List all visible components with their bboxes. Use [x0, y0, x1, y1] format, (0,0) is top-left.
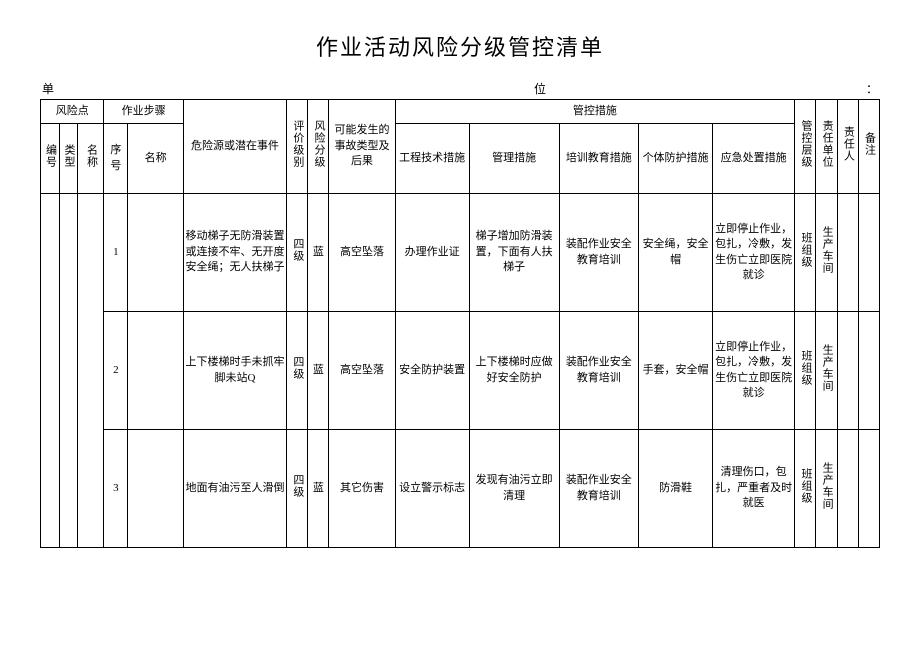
cell-unit: 生产车间 [816, 194, 837, 312]
hdr-train: 培训教育措施 [559, 124, 638, 194]
cell-remark [858, 194, 879, 312]
cell-train: 装配作业安全教育培训 [559, 430, 638, 548]
hdr-ctrl-level: 管控层级 [795, 100, 816, 194]
cell-person [837, 312, 858, 430]
hdr-eval: 评价级别 [287, 100, 308, 194]
cell-seq: 3 [104, 430, 128, 548]
cell-remark [858, 430, 879, 548]
cell-eval: 四级 [287, 194, 308, 312]
cell-risk: 蓝 [308, 312, 329, 430]
hdr-resp-unit: 责任单位 [816, 100, 837, 194]
hdr-accident: 可能发生的事故类型及后果 [329, 100, 395, 194]
cell-hazard: 移动梯子无防滑装置或连接不牢、无开度安全绳；无人扶梯子 [183, 194, 286, 312]
cell-mgmt: 上下楼梯时应做好安全防护 [469, 312, 559, 430]
cell-person [837, 194, 858, 312]
page-title: 作业活动风险分级管控清单 [40, 30, 880, 62]
cell-num [41, 194, 60, 548]
cell-ctrl: 班组级 [795, 312, 816, 430]
risk-table: 风险点 作业步骤 危险源或潜在事件 评价级别 风险分级 可能发生的事故类型及后果… [40, 99, 880, 548]
cell-accident: 高空坠落 [329, 194, 395, 312]
cell-step [128, 194, 184, 312]
cell-mgmt: 发现有油污立即清理 [469, 430, 559, 548]
cell-emerg: 清理伤口，包扎，严重者及时就医 [713, 430, 795, 548]
hdr-work-step: 作业步骤 [104, 100, 183, 124]
hdr-remark: 备注 [858, 100, 879, 194]
cell-person [837, 430, 858, 548]
hdr-ppe: 个体防护措施 [639, 124, 713, 194]
cell-accident: 高空坠落 [329, 312, 395, 430]
cell-seq: 1 [104, 194, 128, 312]
cell-eng: 安全防护装置 [395, 312, 469, 430]
hdr-num: 编号 [41, 124, 60, 194]
unit-colon: ： [866, 80, 878, 97]
cell-remark [858, 312, 879, 430]
hdr-hazard: 危险源或潜在事件 [183, 100, 286, 194]
unit-label-row: 单 位 ： [40, 80, 880, 97]
hdr-eng: 工程技术措施 [395, 124, 469, 194]
table-row: 2 上下楼梯时手未抓牢脚未站Q 四级 蓝 高空坠落 安全防护装置 上下楼梯时应做… [41, 312, 880, 430]
cell-ppe: 手套，安全帽 [639, 312, 713, 430]
cell-eng: 办理作业证 [395, 194, 469, 312]
cell-type [59, 194, 78, 548]
cell-emerg: 立即停止作业，包扎，冷敷，发生伤亡立即医院就诊 [713, 194, 795, 312]
cell-risk: 蓝 [308, 430, 329, 548]
cell-eng: 设立警示标志 [395, 430, 469, 548]
hdr-seq: 序号 [104, 124, 128, 194]
hdr-risk-point: 风险点 [41, 100, 104, 124]
hdr-emerg: 应急处置措施 [713, 124, 795, 194]
cell-train: 装配作业安全教育培训 [559, 194, 638, 312]
cell-name [78, 194, 104, 548]
cell-hazard: 地面有油污至人滑倒 [183, 430, 286, 548]
unit-left: 单 [42, 80, 54, 97]
hdr-name: 名称 [78, 124, 104, 194]
unit-right: 位 [534, 80, 546, 97]
cell-step [128, 312, 184, 430]
cell-eval: 四级 [287, 430, 308, 548]
cell-risk: 蓝 [308, 194, 329, 312]
cell-mgmt: 梯子增加防滑装置，下面有人扶梯子 [469, 194, 559, 312]
hdr-control: 管控措施 [395, 100, 795, 124]
cell-hazard: 上下楼梯时手未抓牢脚未站Q [183, 312, 286, 430]
cell-emerg: 立即停止作业，包扎，冷敷，发生伤亡立即医院就诊 [713, 312, 795, 430]
table-row: 3 地面有油污至人滑倒 四级 蓝 其它伤害 设立警示标志 发现有油污立即清理 装… [41, 430, 880, 548]
cell-train: 装配作业安全教育培训 [559, 312, 638, 430]
cell-unit: 生产车间 [816, 430, 837, 548]
cell-eval: 四级 [287, 312, 308, 430]
hdr-type: 类型 [59, 124, 78, 194]
cell-unit: 生产车间 [816, 312, 837, 430]
cell-ppe: 防滑鞋 [639, 430, 713, 548]
table-row: 1 移动梯子无防滑装置或连接不牢、无开度安全绳；无人扶梯子 四级 蓝 高空坠落 … [41, 194, 880, 312]
hdr-mgmt: 管理措施 [469, 124, 559, 194]
hdr-step-name: 名称 [128, 124, 184, 194]
cell-seq: 2 [104, 312, 128, 430]
hdr-resp-person: 责任人 [837, 100, 858, 194]
cell-ppe: 安全绳，安全帽 [639, 194, 713, 312]
cell-ctrl: 班组级 [795, 194, 816, 312]
hdr-risk: 风险分级 [308, 100, 329, 194]
cell-ctrl: 班组级 [795, 430, 816, 548]
cell-step [128, 430, 184, 548]
cell-accident: 其它伤害 [329, 430, 395, 548]
